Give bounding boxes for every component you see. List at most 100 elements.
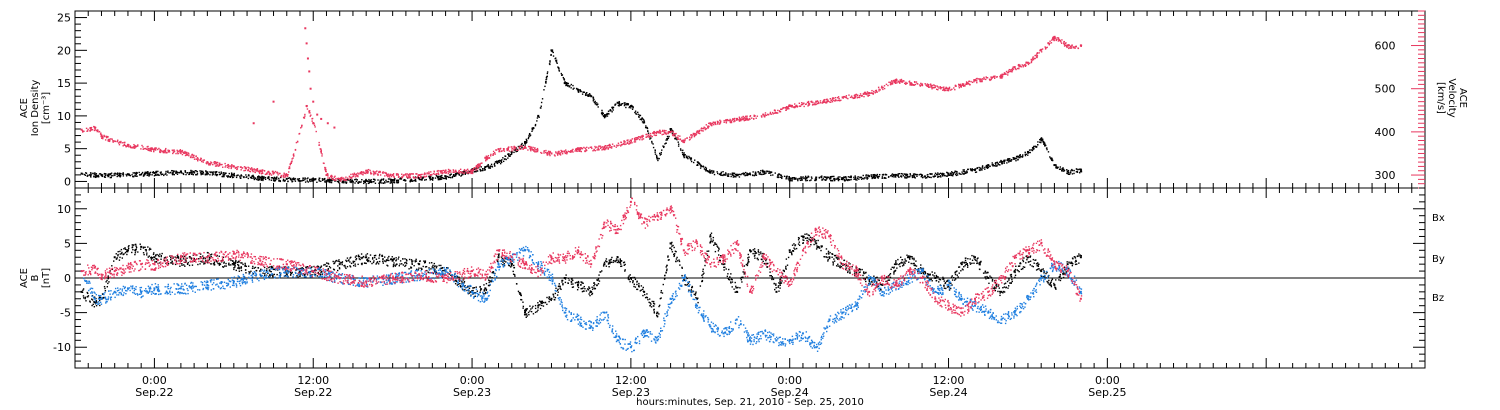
data-dot [1018, 63, 1020, 66]
data-dot [440, 176, 443, 179]
data-dot [628, 143, 630, 145]
data-dot [344, 181, 346, 184]
data-dot [1022, 154, 1024, 156]
data-dot [649, 134, 652, 137]
data-dot [425, 175, 428, 177]
data-dot [568, 86, 570, 88]
data-dot [525, 142, 527, 144]
data-dot [555, 152, 557, 154]
data-dot [368, 180, 370, 183]
data-dot [635, 137, 637, 139]
data-dot [257, 177, 259, 180]
data-dot [395, 173, 398, 175]
data-dot [548, 153, 551, 155]
data-dot [733, 120, 735, 123]
data-dot [230, 166, 233, 169]
data-dot [834, 96, 837, 99]
data-dot [743, 119, 746, 122]
data-dot [184, 150, 186, 153]
data-point [801, 235, 804, 238]
data-dot [230, 259, 232, 262]
data-dot [168, 172, 170, 174]
data-dot [769, 171, 772, 174]
data-dot [670, 128, 673, 130]
data-dot [268, 173, 271, 176]
data-dot [791, 180, 793, 182]
data-dot [185, 153, 188, 155]
data-dot [767, 114, 770, 116]
data-dot [332, 179, 334, 181]
data-dot [787, 107, 789, 109]
data-dot [853, 97, 856, 99]
data-dot [620, 145, 622, 147]
data-dot [1071, 168, 1073, 171]
data-dot [133, 172, 136, 174]
data-dot [247, 168, 250, 171]
data-dot [424, 179, 426, 181]
data-dot [858, 96, 861, 99]
data-dot [570, 83, 573, 86]
data-dot [291, 178, 294, 180]
data-dot [109, 176, 112, 179]
data-dot [969, 168, 972, 170]
data-dot [1044, 46, 1046, 48]
data-dot [1031, 59, 1034, 61]
data-dot [1012, 157, 1014, 159]
data-dot [259, 176, 261, 178]
data-dot [304, 113, 306, 116]
data-dot [225, 262, 227, 265]
data-dot [406, 175, 408, 177]
data-dot [96, 301, 98, 304]
data-dot [229, 175, 232, 178]
data-dot [774, 112, 776, 114]
data-dot [439, 178, 442, 181]
data-dot [200, 260, 202, 263]
data-dot [300, 180, 302, 182]
data-dot [746, 172, 748, 174]
data-dot [831, 175, 834, 178]
data-dot [931, 173, 933, 175]
data-dot [270, 174, 273, 176]
data-dot [730, 121, 732, 124]
data-dot [718, 123, 721, 125]
data-dot [89, 127, 92, 130]
data-dot [508, 153, 510, 155]
data-dot [515, 150, 517, 153]
data-dot [676, 138, 678, 141]
data-dot [210, 263, 212, 265]
data-point [272, 100, 275, 103]
data-dot [900, 80, 903, 82]
data-dot [301, 180, 303, 182]
data-dot [1078, 168, 1081, 170]
data-dot [858, 178, 860, 180]
data-dot [445, 171, 448, 174]
data-dot [215, 259, 217, 262]
data-dot [472, 170, 475, 172]
data-dot [854, 96, 856, 98]
data-dot [933, 175, 936, 178]
data-dot [204, 258, 207, 260]
data-dot [249, 176, 252, 179]
data-dot [404, 178, 406, 181]
data-dot [451, 176, 454, 178]
data-dot [384, 181, 386, 183]
data-dot [498, 149, 501, 152]
data-dot [848, 179, 851, 181]
data-dot [312, 122, 314, 124]
data-dot [136, 172, 138, 174]
data-dot [506, 148, 508, 150]
data-dot [990, 78, 992, 81]
data-dot [680, 149, 682, 152]
data-dot [486, 158, 489, 160]
data-dot [794, 105, 796, 108]
data-dot [224, 173, 226, 176]
data-dot [653, 130, 655, 133]
data-dot [781, 108, 783, 110]
data-dot [1066, 172, 1068, 175]
data-dot [859, 93, 862, 95]
data-dot [811, 177, 813, 180]
data-dot [392, 174, 394, 176]
data-dot [609, 144, 611, 147]
data-dot [298, 178, 301, 180]
data-dot [931, 88, 933, 90]
